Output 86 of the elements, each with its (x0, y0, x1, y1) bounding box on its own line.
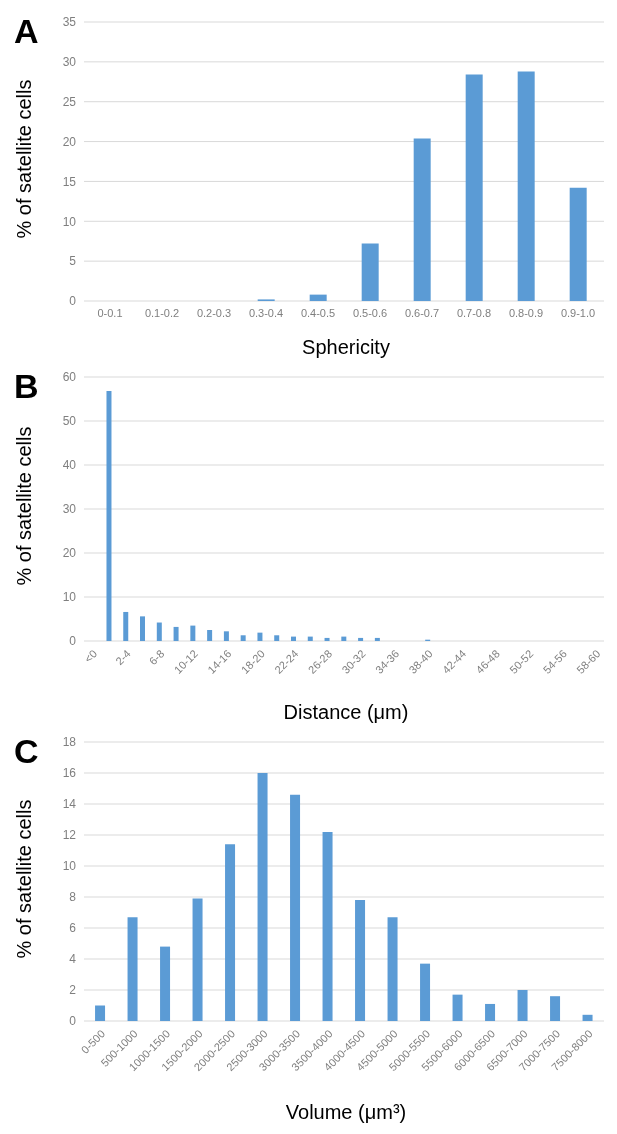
y-tick-label: 30 (62, 502, 77, 517)
y-tick-label: 5 (69, 254, 77, 269)
y-tick-label: 0 (69, 634, 77, 649)
bar (173, 626, 179, 641)
bar (361, 243, 379, 301)
y-tick-label: 12 (62, 828, 77, 843)
y-tick-label: 60 (62, 370, 77, 385)
y-tick-label: 10 (62, 859, 77, 874)
y-tick-label: 16 (62, 766, 77, 781)
bar (550, 996, 561, 1021)
x-tick-label: 2-4 (113, 647, 133, 668)
bar (465, 74, 483, 301)
bar (517, 71, 535, 301)
y-tick-label: 14 (62, 797, 77, 812)
y-tick-label: 18 (62, 735, 77, 750)
bar (106, 391, 112, 641)
bar (355, 900, 366, 1021)
bar (413, 138, 431, 301)
bar (322, 831, 333, 1021)
bar (309, 294, 327, 301)
bar (160, 946, 171, 1021)
y-tick-label: 20 (62, 134, 77, 149)
bar (358, 637, 364, 641)
bar (290, 636, 296, 641)
y-tick-label: 0 (69, 1014, 77, 1029)
x-tick-label: 0.9-1.0 (560, 306, 596, 319)
x-tick-label: 0.4-0.5 (300, 306, 336, 319)
x-tick-label: 0.2-0.3 (196, 306, 232, 319)
bar (452, 994, 463, 1021)
bar (190, 625, 196, 641)
bar (420, 963, 431, 1021)
chart-title: C (14, 732, 39, 771)
bar (341, 636, 347, 641)
y-tick-label: 6 (69, 921, 77, 936)
y-tick-label: 35 (62, 15, 77, 30)
bar (517, 990, 528, 1021)
x-tick-label: <0 (81, 647, 100, 665)
bar (485, 1003, 496, 1021)
x-tick-label: 0.8-0.9 (508, 306, 544, 319)
y-tick-label: 8 (69, 890, 77, 905)
y-tick-label: 10 (62, 214, 77, 229)
y-tick-label: 0 (69, 294, 77, 309)
bar (223, 631, 229, 641)
y-tick-label: 25 (62, 94, 77, 109)
y-axis-title: % of satellite cells (12, 79, 36, 238)
y-tick-label: 20 (62, 546, 77, 561)
bar (387, 917, 398, 1021)
y-axis-title: % of satellite cells (12, 426, 36, 586)
bar (290, 794, 301, 1021)
bar (324, 637, 330, 641)
bar (569, 187, 587, 301)
bar (307, 636, 313, 641)
y-tick-label: 2 (69, 983, 77, 998)
bar (95, 1005, 106, 1021)
y-axis-title: % of satellite cells (12, 799, 36, 958)
x-tick-label: 0.5-0.6 (352, 306, 388, 319)
y-tick-label: 4 (69, 952, 77, 967)
y-tick-label: 50 (62, 414, 77, 429)
bar (123, 611, 129, 641)
x-tick-label: 0.7-0.8 (456, 306, 492, 319)
x-axis-title: Sphericity (301, 336, 391, 359)
x-tick-label: 0-0.1 (97, 306, 123, 319)
bar (374, 637, 380, 641)
bar (207, 630, 213, 641)
bar (274, 635, 280, 641)
chart-title: B (14, 367, 39, 406)
bar (257, 632, 263, 641)
y-tick-label: 30 (62, 55, 77, 70)
x-tick-label: 0.1-0.2 (144, 306, 180, 319)
x-axis-title: Volume (μm³) (284, 1101, 408, 1124)
x-tick-label: 0.6-0.7 (404, 306, 440, 319)
y-tick-label: 10 (62, 590, 77, 605)
bar (257, 773, 268, 1021)
bar (192, 898, 203, 1021)
bar (240, 635, 246, 641)
bar (127, 917, 138, 1021)
y-tick-label: 40 (62, 458, 77, 473)
x-tick-label: 6-8 (146, 647, 167, 668)
bar (156, 622, 162, 641)
x-tick-label: 0.3-0.4 (248, 306, 284, 319)
x-axis-title: Distance (μm) (282, 701, 410, 724)
bar (225, 844, 236, 1021)
chart-title: A (14, 12, 39, 51)
bar (140, 616, 146, 641)
bar (582, 1014, 593, 1021)
y-tick-label: 15 (62, 174, 77, 189)
